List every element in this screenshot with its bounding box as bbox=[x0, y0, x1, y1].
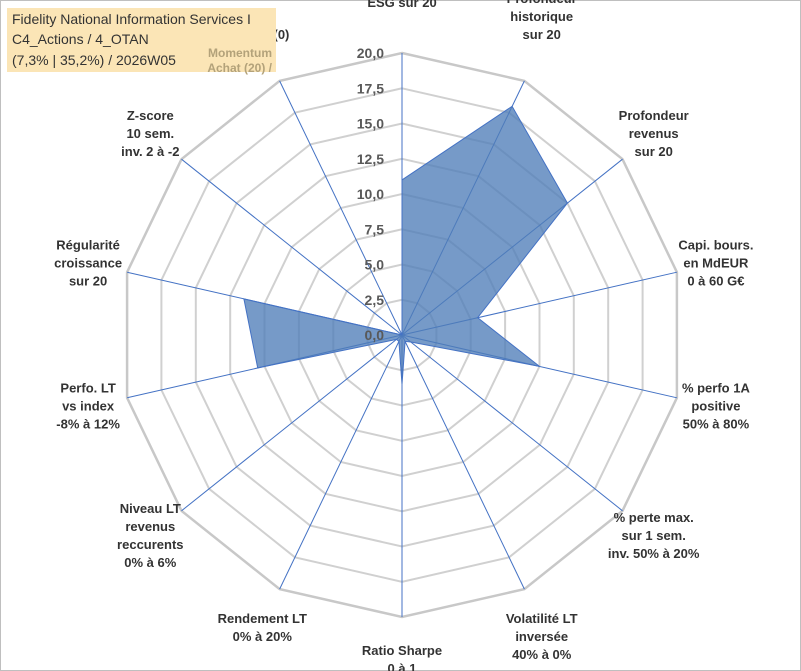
axis-spoke bbox=[401, 334, 623, 512]
axis-label: Profondeurhistoriquesur 20 bbox=[507, 0, 577, 42]
series-area bbox=[243, 105, 569, 385]
tick-label: 10,0 bbox=[357, 186, 384, 202]
axis-label: Niveau LT revenus reccurents 0% à 6% bbox=[117, 501, 183, 570]
axis-label: Rendement LT 0% à 20% bbox=[218, 611, 307, 644]
chart-subtitle-category: C4_Actions / 4_OTAN bbox=[12, 31, 149, 47]
tick-label: 20,0 bbox=[357, 45, 384, 61]
series-point bbox=[243, 298, 244, 299]
series-point bbox=[410, 342, 411, 343]
axis-spoke bbox=[401, 334, 525, 590]
radar-tick-labels: 0,0 2,5 5,0 7,5 10,0 12,5 15,0 17,5 20,0 bbox=[357, 45, 384, 343]
series-point bbox=[567, 203, 568, 204]
axis-label: NoteESG sur 20 bbox=[367, 0, 436, 10]
tick-label: 17,5 bbox=[357, 80, 384, 96]
momentum-label: Momentum bbox=[208, 46, 272, 60]
axis-label: Volatilité LT inversée 40% à 0% bbox=[506, 611, 578, 662]
radar-axis-labels: NoteESG sur 20 Profondeurhistoriquesur 20… bbox=[54, 0, 753, 671]
series-point bbox=[402, 335, 403, 336]
chart-title: Fidelity National Information Services I bbox=[12, 11, 251, 27]
axis-label: % perte max. sur 1 sem. inv. 50% à 20% bbox=[608, 510, 700, 561]
tick-label: 2,5 bbox=[365, 292, 385, 308]
axis-spoke bbox=[181, 158, 403, 336]
axis-label: Ratio Sharpe 0 à 1 bbox=[362, 643, 442, 671]
axis-label: Régularité croissance sur 20 bbox=[54, 237, 122, 288]
series-point bbox=[512, 106, 513, 107]
series-point bbox=[257, 367, 258, 368]
axis-spoke bbox=[279, 334, 403, 590]
chart-subtitle-period: (7,3% | 35,2%) / 2026W05 bbox=[12, 52, 176, 68]
series-point bbox=[396, 339, 397, 340]
axis-label: % perfo 1A positive 50% à 80% bbox=[682, 381, 751, 432]
tick-label: 7,5 bbox=[365, 221, 385, 237]
axis-label: Z-score 10 sem. inv. 2 à -2 bbox=[121, 108, 179, 159]
tick-label: 0,0 bbox=[365, 327, 385, 343]
series-point bbox=[402, 384, 403, 385]
radar-series bbox=[243, 105, 569, 385]
axis-label: Profondeur revenus sur 20 bbox=[619, 108, 689, 159]
tick-label: 12,5 bbox=[357, 151, 384, 167]
axis-label: Perfo. LT vs index -8% à 12% bbox=[56, 381, 120, 432]
axis-spoke bbox=[279, 80, 403, 336]
momentum-signal: Achat (20) / bbox=[207, 61, 272, 75]
chart-title-box bbox=[7, 8, 276, 72]
series-point bbox=[402, 179, 403, 180]
tick-label: 15,0 bbox=[357, 116, 384, 132]
series-point bbox=[398, 341, 399, 342]
series-point bbox=[539, 366, 540, 367]
series-point bbox=[405, 341, 406, 342]
series-point bbox=[477, 317, 478, 318]
tick-label: 5,0 bbox=[365, 257, 385, 273]
axis-label: Capi. bours. en MdEUR 0 à 60 G€ bbox=[678, 237, 753, 288]
axis-spoke bbox=[181, 334, 403, 512]
